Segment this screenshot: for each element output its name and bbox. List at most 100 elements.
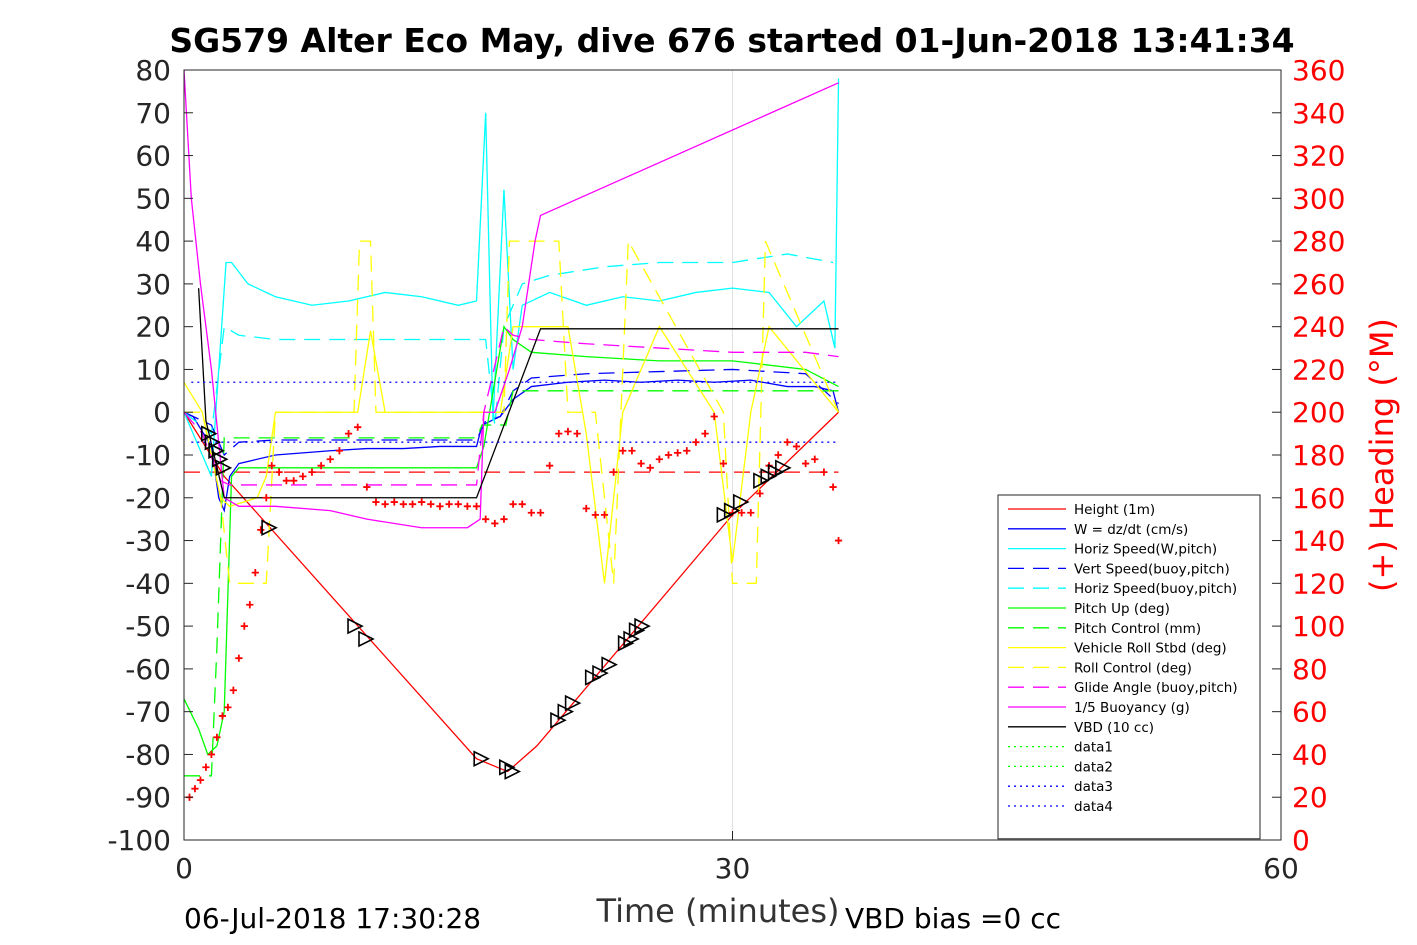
y-tick-label: 70 <box>135 97 171 130</box>
heading-point <box>747 509 755 517</box>
y-tick-label: -20 <box>125 482 171 515</box>
series-line-2 <box>184 78 840 477</box>
legend-label: Pitch Control (mm) <box>1074 621 1201 637</box>
heading-point <box>674 449 682 457</box>
series-line-8 <box>184 238 840 584</box>
triangle-marker <box>623 630 640 648</box>
heading-point <box>710 412 718 421</box>
heading-point <box>664 451 673 459</box>
y-right-tick-label: 180 <box>1292 439 1345 472</box>
y-tick-label: -60 <box>125 653 171 686</box>
heading-point <box>683 447 691 455</box>
series-line-6 <box>184 390 839 777</box>
heading-point <box>335 447 344 455</box>
heading-point <box>372 498 380 506</box>
legend-label: data4 <box>1074 799 1113 815</box>
legend-label: Glide Angle (buoy,pitch) <box>1074 680 1238 696</box>
triangle-marker <box>473 750 490 768</box>
heading-point <box>218 712 226 720</box>
legend-label: Vert Speed(buoy,pitch) <box>1074 561 1230 577</box>
heading-point <box>811 455 819 463</box>
triangle-marker <box>498 758 516 776</box>
y-right-tick-label: 300 <box>1292 182 1345 215</box>
heading-point <box>719 459 727 468</box>
y-right-tick-label: 100 <box>1292 610 1345 643</box>
heading-point <box>246 601 254 609</box>
triangle-marker <box>504 763 522 780</box>
heading-point <box>390 498 398 506</box>
heading-point <box>555 430 563 438</box>
heading-point <box>408 500 417 508</box>
triangle-marker <box>358 630 375 648</box>
heading-point <box>738 509 746 517</box>
series-line-5 <box>184 325 839 756</box>
heading-point <box>482 515 490 523</box>
legend-label: Height (1m) <box>1074 502 1155 518</box>
triangle-marker <box>261 519 278 537</box>
heading-point <box>317 462 325 470</box>
heading-point <box>829 483 837 491</box>
heading-point <box>399 500 407 508</box>
legend-label: Pitch Up (deg) <box>1074 601 1170 617</box>
legend-label: VBD (10 cc) <box>1074 720 1154 736</box>
heading-point <box>582 504 590 513</box>
heading-point <box>527 509 535 517</box>
y-tick-label: 0 <box>153 396 171 429</box>
heading-point <box>299 472 307 480</box>
heading-point <box>637 459 645 468</box>
heading-point <box>454 500 462 508</box>
triangle-marker <box>634 617 651 635</box>
heading-point <box>774 451 782 459</box>
legend: Height (1m) W = dz/dt (cm/s) Horiz Speed(W… <box>997 494 1261 840</box>
legend-label: data3 <box>1074 779 1113 795</box>
y-right-tick-label: 140 <box>1292 525 1345 558</box>
heading-point <box>326 455 334 463</box>
legend-label: data1 <box>1074 740 1113 756</box>
heading-point <box>834 536 843 545</box>
heading-point <box>436 502 444 510</box>
heading-point <box>472 502 481 510</box>
y-tick-label: 10 <box>135 353 171 386</box>
triangle-marker <box>775 459 792 477</box>
heading-point <box>257 526 265 534</box>
y-right-tick-label: 260 <box>1292 268 1345 301</box>
heading-point <box>463 502 471 510</box>
heading-point <box>196 776 205 784</box>
y-tick-label: 50 <box>135 182 171 215</box>
y-tick-label: -30 <box>125 525 171 558</box>
y-tick-label: -40 <box>125 567 171 600</box>
heading-point <box>546 462 554 470</box>
heading-point <box>191 785 199 793</box>
triangle-marker <box>601 656 618 673</box>
triangle-marker <box>592 664 609 682</box>
heading-point <box>756 489 764 498</box>
heading-point <box>491 519 499 528</box>
triangle-marker <box>628 622 646 639</box>
heading-point <box>363 483 371 491</box>
y-right-tick-label: 240 <box>1292 311 1345 344</box>
y-right-tick-label: 280 <box>1292 225 1345 258</box>
footer-vbd-bias: VBD bias =0 cc <box>845 902 1061 935</box>
heading-point <box>427 500 435 508</box>
heading-point <box>628 447 636 455</box>
y-tick-label: -100 <box>107 824 171 857</box>
heading-point <box>275 468 283 476</box>
heading-point <box>536 509 545 517</box>
series-line-10 <box>184 70 839 529</box>
legend-label: Horiz Speed(buoy,pitch) <box>1074 581 1237 597</box>
legend-label: W = dz/dt (cm/s) <box>1074 522 1188 538</box>
heading-point <box>240 622 248 630</box>
heading-point <box>268 462 276 470</box>
heading-point <box>282 477 290 485</box>
heading-point <box>573 430 581 438</box>
heading-point <box>591 511 599 519</box>
y-right-tick-label: 320 <box>1292 140 1345 173</box>
footer-timestamp: 06-Jul-2018 17:30:28 <box>184 902 481 935</box>
y-right-tick-label: 220 <box>1292 353 1345 386</box>
heading-point <box>262 494 270 502</box>
y-tick-label: 80 <box>135 54 171 87</box>
y-right-tick-label: 120 <box>1292 567 1345 600</box>
legend-label: Vehicle Roll Stbd (deg) <box>1074 641 1227 657</box>
y-right-tick-label: 80 <box>1292 653 1328 686</box>
heading-point <box>445 500 453 508</box>
